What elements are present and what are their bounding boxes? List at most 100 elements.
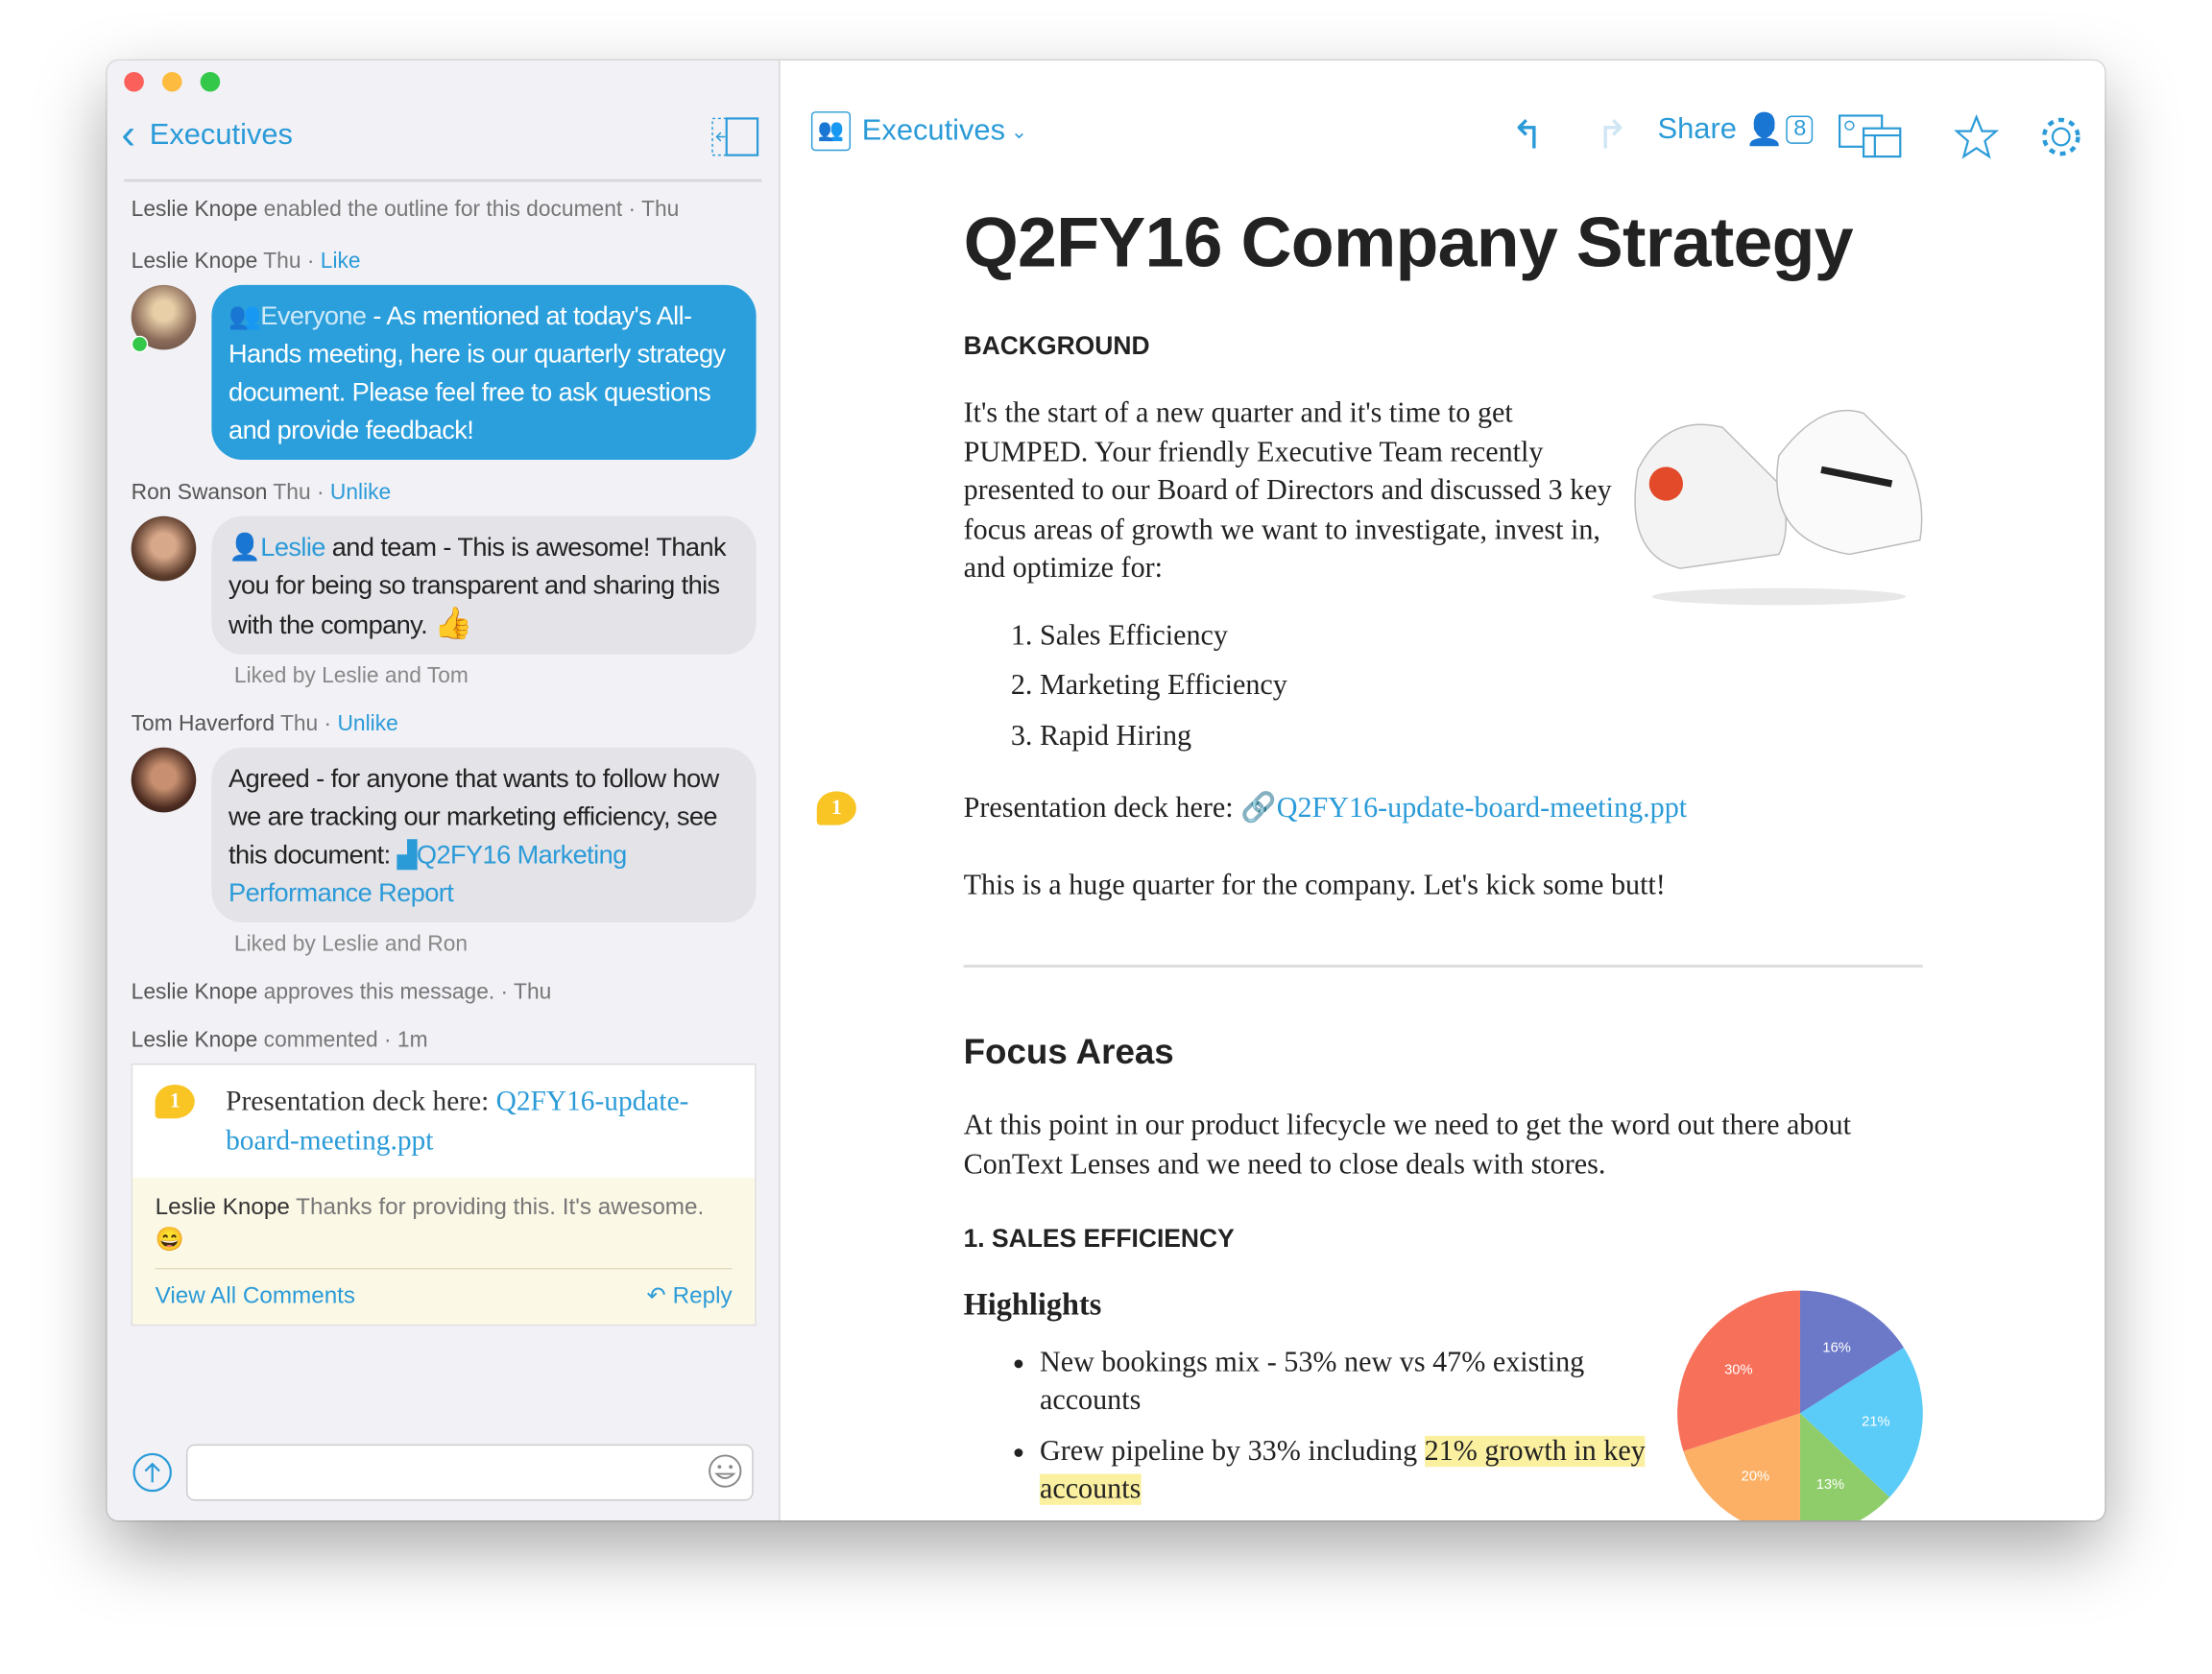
document-icon: ▟ <box>397 839 418 870</box>
highlights-list: New bookings mix - 53% new vs 47% existi… <box>1039 1344 1647 1510</box>
back-label: Executives <box>149 118 293 152</box>
chat-feed: Leslie Knope enabled the outline for thi… <box>108 196 781 1520</box>
thumbs-up-emoji: 👍 <box>434 605 472 641</box>
share-people-icon: 👤 <box>1744 111 1784 147</box>
smile-emoji: 😄 <box>155 1227 184 1253</box>
folder-button[interactable]: 👥 Executives ⌄ <box>810 111 1028 152</box>
document-pane: 👥 Executives ⌄ ↰ ↱ Share 👤 8 Q2FY16 Company … <box>781 60 2105 1521</box>
pie-slice <box>1799 1413 1890 1521</box>
pie-label: 21% <box>1862 1415 1889 1430</box>
comment-actions: View All Comments ↶ Reply <box>155 1267 733 1313</box>
message-bubble: 👥Everyone - As mentioned at today's All-… <box>211 284 757 461</box>
pie-label: 30% <box>1724 1363 1752 1378</box>
comment-card[interactable]: 1 Presentation deck here: Q2FY16-update-… <box>131 1063 757 1327</box>
chevron-left-icon: ‹ <box>121 111 136 158</box>
gear-icon[interactable] <box>2038 114 2083 159</box>
message-row: 👤Leslie and team - This is awesome! Than… <box>131 515 757 655</box>
like-link[interactable]: Like <box>320 250 361 275</box>
background-heading: BACKGROUND <box>963 331 1150 360</box>
redo-button: ↱ <box>1596 111 1628 157</box>
comment-badge[interactable]: 1 <box>155 1084 195 1119</box>
avatar[interactable] <box>131 747 197 813</box>
reply-icon: ↶ <box>646 1283 666 1309</box>
emoji-icon[interactable] <box>707 1452 743 1489</box>
mention-leslie[interactable]: 👤Leslie <box>228 531 325 562</box>
focus-areas-heading: Focus Areas <box>963 1032 1174 1072</box>
sneakers-image <box>1634 409 1923 606</box>
deck-paragraph: 1 Presentation deck here: 🔗Q2FY16-update… <box>816 790 1923 828</box>
ppt-link[interactable]: Q2FY16-update-board-meeting.ppt <box>226 1086 689 1157</box>
message-input[interactable] <box>185 1444 754 1501</box>
pie-slice <box>1677 1290 1800 1451</box>
liked-by[interactable]: Liked by Leslie and Tom <box>233 664 469 689</box>
pie-label: 20% <box>1742 1469 1769 1484</box>
minimize-window-button[interactable] <box>161 71 182 92</box>
share-button[interactable]: Share 👤 8 <box>1658 111 1814 148</box>
folder-people-icon: 👥 <box>810 111 852 152</box>
online-indicator <box>131 335 149 353</box>
redo-icon: ↱ <box>1595 112 1629 157</box>
collapse-panel-icon[interactable] <box>711 117 759 156</box>
back-button[interactable]: ‹ Executives <box>121 111 293 158</box>
chevron-down-icon: ⌄ <box>1010 119 1028 142</box>
folder-label: Executives <box>861 114 1006 147</box>
kick-paragraph: This is a huge quarter for the company. … <box>963 869 1666 901</box>
message-meta: Ron Swanson Thu · Unlike <box>131 481 392 506</box>
divider <box>124 179 762 182</box>
chat-sidebar: ‹ Executives Leslie Knope enabled the out… <box>107 60 781 1521</box>
reply-button[interactable]: ↶ Reply <box>646 1283 733 1309</box>
liked-by[interactable]: Liked by Leslie and Ron <box>233 932 469 957</box>
highlights-heading: Highlights <box>963 1286 1102 1322</box>
document-link[interactable]: ▟Q2FY16 Marketing Performance Report <box>228 839 627 907</box>
intro-paragraph: It's the start of a new quarter and it's… <box>963 397 1612 585</box>
reply-text: Leslie Knope Thanks for providing this. … <box>155 1194 705 1253</box>
close-window-button[interactable] <box>124 71 144 92</box>
list-item: Sales Efficiency <box>1040 611 1923 661</box>
activity-approval: Leslie Knope approves this message. · Th… <box>131 980 552 1005</box>
focus-list: Sales Efficiency Marketing Efficiency Ra… <box>1040 611 1923 761</box>
activity-comment: Leslie Knope commented · 1m <box>131 1028 428 1053</box>
activity-outline-enabled: Leslie Knope enabled the outline for thi… <box>131 197 680 222</box>
view-all-comments-link[interactable]: View All Comments <box>155 1283 356 1309</box>
document-title: Q2FY16 Company Strategy <box>963 203 1854 282</box>
app-window: ‹ Executives Leslie Knope enabled the out… <box>107 60 2105 1521</box>
comment-reply: Leslie Knope Thanks for providing this. … <box>132 1177 756 1325</box>
unlike-link[interactable]: Unlike <box>337 712 398 737</box>
message-meta: Leslie Knope Thu · Like <box>131 250 361 275</box>
list-item: New bookings mix - 53% new vs 47% existi… <box>1040 1344 1647 1422</box>
message-row: 👥Everyone - As mentioned at today's All-… <box>131 284 757 461</box>
document-body[interactable]: Q2FY16 Company Strategy BACKGROUND It's … <box>816 202 1923 1510</box>
pie-chart: 16% 21% 13% 20% 30% <box>1677 1290 1923 1521</box>
avatar[interactable] <box>131 515 197 582</box>
comment-quote: 1 Presentation deck here: Q2FY16-update-… <box>132 1064 755 1178</box>
pie-label: 13% <box>1816 1477 1844 1493</box>
divider <box>963 965 1923 969</box>
list-item: Grew pipeline by 33% including 21% growt… <box>1039 1432 1647 1510</box>
undo-icon: ↰ <box>1510 112 1545 157</box>
list-item: Marketing Efficiency <box>1040 661 1923 711</box>
pie-slice <box>1799 1290 1904 1414</box>
star-icon[interactable] <box>1954 114 2000 159</box>
focus-paragraph: At this point in our product lifecycle w… <box>963 1110 1851 1181</box>
message-bubble: 👤Leslie and team - This is awesome! Than… <box>211 515 757 655</box>
zoom-window-button[interactable] <box>200 71 221 92</box>
pie-slice <box>1683 1413 1800 1521</box>
pie-slice <box>1799 1347 1923 1497</box>
share-label: Share <box>1657 112 1737 146</box>
mention-everyone[interactable]: 👥Everyone <box>228 299 367 330</box>
message-row: Agreed - for anyone that wants to follow… <box>131 747 757 922</box>
share-count: 8 <box>1786 115 1814 144</box>
sales-heading: 1. SALES EFFICIENCY <box>963 1224 1235 1253</box>
composer-row <box>132 1430 757 1501</box>
message-meta: Tom Haverford Thu · Unlike <box>131 712 398 737</box>
comment-badge[interactable]: 1 <box>816 791 856 825</box>
unlike-link[interactable]: Unlike <box>329 481 392 506</box>
paperclip-icon: 🔗 <box>1240 792 1277 825</box>
upload-icon[interactable] <box>132 1451 174 1494</box>
media-layout-icon[interactable] <box>1838 114 1904 159</box>
undo-button[interactable]: ↰ <box>1511 111 1544 157</box>
pie-label: 16% <box>1822 1341 1850 1356</box>
message-bubble: Agreed - for anyone that wants to follow… <box>211 747 757 922</box>
list-item: Rapid Hiring <box>1040 711 1923 761</box>
ppt-link[interactable]: 🔗Q2FY16-update-board-meeting.ppt <box>1240 792 1688 825</box>
